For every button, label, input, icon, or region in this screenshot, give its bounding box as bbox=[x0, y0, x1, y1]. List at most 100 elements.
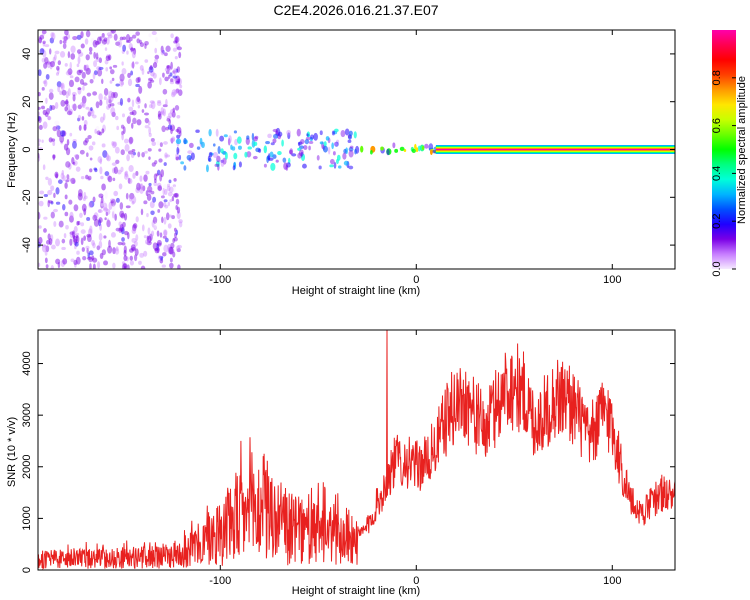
spectrogram-cell bbox=[297, 147, 302, 151]
spectrogram-cell bbox=[164, 237, 169, 243]
spectrogram-cell bbox=[278, 131, 283, 137]
spectrogram-cell bbox=[287, 132, 291, 140]
spectrogram-cell bbox=[121, 261, 126, 265]
spectrogram-cell bbox=[94, 168, 98, 173]
spectrogram-cell bbox=[59, 134, 65, 143]
spectrogram-cell bbox=[160, 195, 165, 199]
spectrogram-cell bbox=[104, 47, 108, 51]
spectrogram-cell bbox=[86, 256, 92, 260]
spectrogram-cell bbox=[65, 90, 69, 99]
spectrogram-cell bbox=[169, 262, 174, 269]
spectrogram-cell bbox=[144, 117, 150, 124]
spectrogram-cell bbox=[120, 166, 124, 172]
spectrogram-cell bbox=[111, 77, 115, 82]
spectrogram-cell bbox=[92, 242, 96, 249]
spectrogram-cell bbox=[343, 148, 347, 154]
spectrogram-cell bbox=[115, 197, 120, 203]
spectrogram-cell bbox=[275, 159, 279, 163]
spectrogram-cell bbox=[68, 199, 73, 205]
spectrogram-cell bbox=[165, 154, 171, 158]
spectrogram-cell bbox=[143, 250, 148, 257]
spectrogram-cell bbox=[147, 227, 151, 235]
spectrogram-cell bbox=[61, 238, 66, 244]
spectrogram-cell bbox=[146, 235, 150, 242]
spectrogram-cell bbox=[222, 157, 227, 165]
spectrogram-cell bbox=[136, 96, 141, 103]
spectrogram-cell bbox=[153, 181, 158, 187]
spectrogram-cell bbox=[90, 107, 93, 112]
spectrogram-cell bbox=[123, 249, 127, 257]
spectrogram-cell bbox=[138, 98, 142, 104]
spectrogram-cell bbox=[270, 162, 276, 171]
spectrogram-cell bbox=[149, 64, 153, 71]
spectrogram-cell bbox=[245, 137, 250, 146]
spectrogram-cell bbox=[135, 234, 139, 242]
spectrogram-cell bbox=[86, 234, 92, 243]
spectrogram-cell bbox=[99, 199, 105, 204]
spectrogram-cell bbox=[149, 201, 155, 209]
spectrogram-cell bbox=[370, 149, 373, 155]
spectrogram-cell bbox=[85, 245, 90, 250]
spectrogram-cell bbox=[98, 233, 103, 241]
spectrogram-cell bbox=[54, 101, 59, 110]
spectrogram-cell bbox=[89, 168, 93, 173]
spectrogram-cell bbox=[232, 165, 236, 171]
spectrogram-cell bbox=[74, 76, 80, 83]
spectrogram-cell bbox=[163, 229, 168, 237]
spectrogram-cell bbox=[147, 81, 152, 89]
spectrogram-cell bbox=[131, 228, 137, 235]
spectrogram-cell bbox=[102, 112, 106, 121]
spectrogram-cell bbox=[96, 245, 101, 251]
spectrogram-cell bbox=[113, 190, 119, 197]
spectrogram-cell bbox=[258, 148, 262, 153]
spectrogram-cell bbox=[106, 174, 111, 181]
spectrogram-cell bbox=[106, 104, 111, 110]
spectrogram-cell bbox=[43, 216, 48, 220]
spectrogram-cell bbox=[143, 200, 148, 205]
spectrogram-cell bbox=[64, 100, 69, 105]
spectrogram-cell bbox=[49, 60, 55, 68]
spectrogram-cell bbox=[417, 145, 421, 152]
spectrogram-cell bbox=[68, 71, 72, 76]
spectrogram-cell bbox=[101, 32, 105, 38]
spectrogram-cell bbox=[128, 115, 131, 119]
spectrogram-cell bbox=[132, 117, 137, 125]
spectrogram-cell bbox=[108, 90, 114, 99]
spectrogram-cell bbox=[83, 124, 87, 131]
spectrogram-cell bbox=[122, 221, 126, 228]
spectrogram-cell bbox=[92, 72, 96, 80]
spectrogram-cell bbox=[170, 91, 176, 98]
spectrogram-cell bbox=[173, 68, 177, 75]
spectrogram-cell bbox=[167, 124, 173, 130]
spectrogram-cell bbox=[415, 147, 419, 153]
spectrogram-cell bbox=[215, 160, 220, 168]
spectrogram-cell bbox=[124, 144, 130, 152]
spectrogram-cell bbox=[313, 132, 318, 141]
spectrogram-cell bbox=[195, 129, 200, 133]
spectrogram-cell bbox=[128, 164, 134, 172]
spectrogram-cell bbox=[38, 116, 42, 124]
spectrogram-cell bbox=[150, 230, 155, 237]
spectrogram-cell bbox=[156, 230, 160, 237]
spectrogram-cell bbox=[176, 115, 181, 119]
spectrogram-cell bbox=[323, 141, 327, 147]
spectrogram-cell bbox=[63, 143, 69, 151]
spectrogram-cell bbox=[111, 210, 115, 219]
spectrogram-cell bbox=[172, 251, 176, 258]
spectrogram-cell bbox=[334, 141, 339, 147]
spectrogram-cell bbox=[127, 97, 131, 103]
spectrogram-cell bbox=[92, 214, 98, 221]
spectrogram-cell bbox=[146, 213, 149, 218]
spectrogram-cell bbox=[167, 183, 171, 188]
spectrogram-cell bbox=[167, 243, 172, 252]
spectrogram-cell bbox=[119, 36, 124, 41]
spectrogram-cell bbox=[38, 236, 43, 244]
spectrogram-cell bbox=[392, 142, 396, 149]
spectrogram-cell bbox=[111, 111, 116, 118]
spectrogram-cell bbox=[188, 142, 194, 149]
spectrogram-cell bbox=[121, 113, 126, 118]
spectrogram-cell bbox=[172, 75, 178, 79]
spectrogram-cell bbox=[97, 68, 103, 77]
spectrogram-cell bbox=[54, 53, 57, 61]
spectrogram-cell bbox=[136, 38, 140, 44]
